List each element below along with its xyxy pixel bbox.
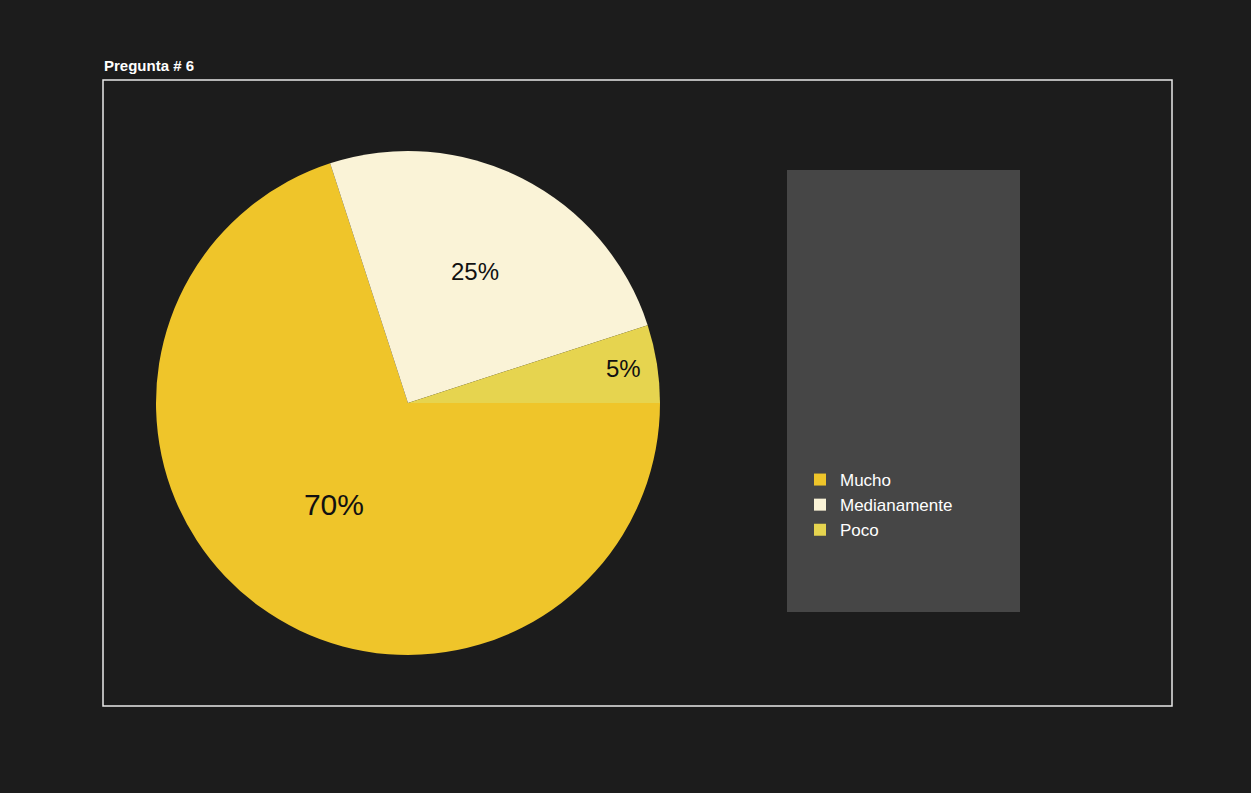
svg-text:Poco: Poco xyxy=(840,521,879,540)
svg-text:Medianamente: Medianamente xyxy=(840,496,952,515)
svg-text:70%: 70% xyxy=(304,488,364,521)
svg-text:Mucho: Mucho xyxy=(840,471,891,490)
svg-text:5%: 5% xyxy=(606,355,641,382)
svg-text:Pregunta # 6: Pregunta # 6 xyxy=(104,57,194,74)
svg-text:25%: 25% xyxy=(451,258,499,285)
